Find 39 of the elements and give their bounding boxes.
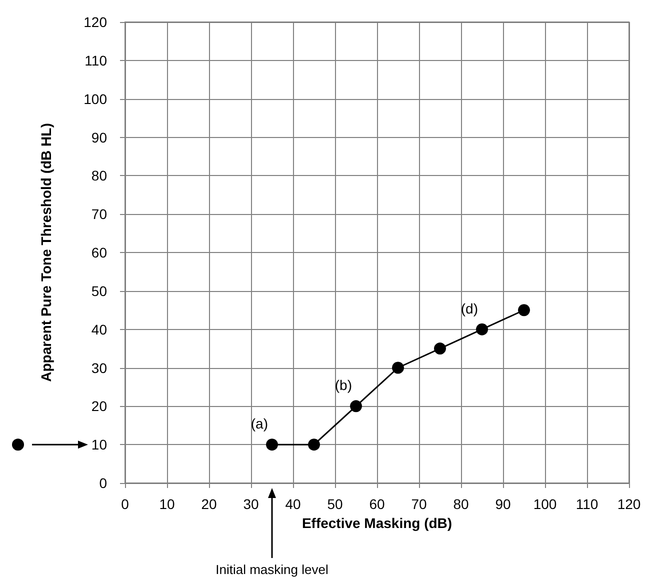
- y-axis-title: Apparent Pure Tone Threshold (dB HL): [38, 123, 54, 382]
- y-tick-label: 70: [91, 206, 108, 222]
- text: Initial masking level: [216, 562, 328, 577]
- point: [392, 362, 404, 374]
- x-tick-label: 40: [285, 496, 301, 512]
- y-tick-label: 120: [84, 14, 108, 30]
- x-tick-label: 100: [533, 496, 557, 512]
- annotation: (a): [250, 416, 268, 432]
- x-tick-label: 120: [617, 496, 641, 512]
- x-tick-label: 0: [121, 496, 130, 512]
- x-tick-label: 80: [453, 496, 469, 512]
- y-tick-label: 80: [91, 168, 108, 184]
- x-axis-title: Effective Masking (dB): [302, 514, 452, 531]
- x-tick-label: 20: [201, 496, 217, 512]
- x-tick-label: 50: [327, 496, 343, 512]
- x-tick-label: 10: [159, 496, 175, 512]
- x-tick-label: 30: [243, 496, 259, 512]
- x-tick-label: 70: [411, 496, 427, 512]
- point: [266, 438, 278, 451]
- y-tick-label: 30: [91, 360, 108, 376]
- y-tick-label: 90: [91, 129, 108, 146]
- y-tick-label: 40: [91, 321, 108, 338]
- annotation: (b): [334, 377, 352, 394]
- x-tick-label: 110: [576, 496, 598, 512]
- y-tick-label: 60: [91, 244, 108, 260]
- point: [350, 400, 362, 412]
- y-tick-label: 110: [84, 52, 108, 68]
- x-tick-label: 90: [495, 496, 511, 512]
- point: [308, 438, 320, 451]
- point: [518, 304, 530, 316]
- annotation: (d): [460, 300, 478, 316]
- point: [434, 342, 446, 355]
- y-tick-label: 20: [91, 398, 108, 414]
- y-tick-label: 10: [91, 436, 108, 453]
- x-tick-label: 60: [369, 496, 385, 512]
- y-tick-label: 100: [84, 90, 108, 107]
- y-tick-label: 50: [91, 282, 108, 299]
- y-tick-label: 0: [99, 475, 108, 491]
- point: [476, 323, 488, 336]
